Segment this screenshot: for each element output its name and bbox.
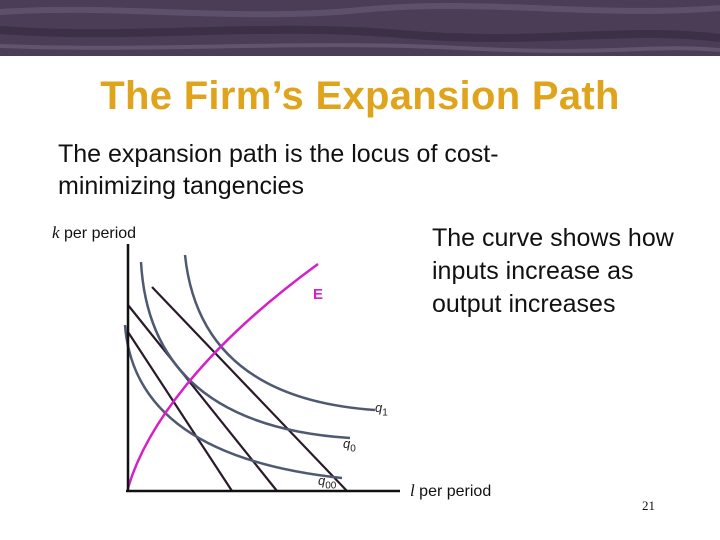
header-banner [0,0,720,56]
banner-texture [0,0,720,56]
x-axis-label: l per period [410,481,492,500]
slide-title: The Firm’s Expansion Path [100,74,620,118]
isocost-line-high [151,286,348,492]
isoquant-q0 [139,261,351,440]
isoquant-label-q00: q00 [318,473,337,492]
callout-text: The curve shows how inputs increase as o… [432,224,674,318]
y-axis-label: k per period [52,223,137,242]
isoquant-label-q0: q0 [343,436,356,455]
isoquant-label-q1: q1 [375,400,388,419]
isoquant-q1 [183,254,376,412]
expansion-path-curve [126,262,319,489]
isocost-line-low [127,331,233,492]
expansion-path-label: E [313,286,324,303]
page-number: 21 [642,498,655,513]
slide-subtitle: The expansion path is the locus of cost-… [58,140,499,200]
isoquant-q00 [123,324,343,480]
